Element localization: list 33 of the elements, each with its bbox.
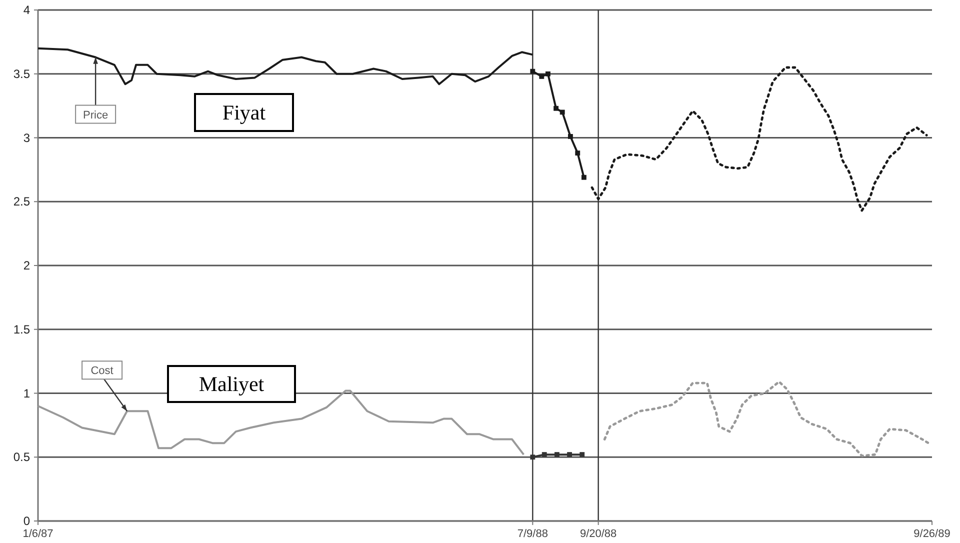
- y-tick-label: 4: [23, 3, 30, 17]
- text: Price: [83, 109, 108, 122]
- x-tick-label: 7/9/88: [517, 528, 548, 540]
- point: [546, 71, 550, 76]
- point: [539, 74, 544, 79]
- point: [560, 110, 565, 115]
- x-tick-label: 9/20/88: [580, 528, 617, 540]
- line-series: [590, 66, 928, 212]
- annotation: Fiyat: [222, 100, 266, 124]
- y-tick-label: 1.5: [13, 322, 30, 336]
- point: [530, 454, 536, 460]
- point: [554, 106, 558, 111]
- point: [575, 150, 580, 156]
- point: [530, 68, 536, 74]
- line-series: [603, 380, 930, 458]
- x-tick-label: 9/26/89: [914, 528, 950, 540]
- point: [554, 452, 560, 458]
- y-tick-label: 3: [23, 130, 30, 145]
- y-tick-label: 2: [23, 258, 30, 272]
- y-tick-label: 2.5: [13, 194, 30, 209]
- annotation: Maliyet: [198, 372, 264, 396]
- point: [568, 134, 573, 139]
- y-tick-label: 0: [23, 514, 30, 528]
- y-tick-label: 1: [23, 386, 30, 400]
- point: [567, 452, 572, 458]
- point: [581, 174, 586, 180]
- point: [580, 452, 585, 458]
- text: Cost: [90, 365, 114, 378]
- point: [542, 452, 547, 458]
- line-series: [37, 47, 534, 86]
- y-tick-label: 0.5: [13, 450, 30, 464]
- y-tick-label: 3.5: [13, 66, 30, 81]
- x-tick-label: 1/6/87: [22, 528, 54, 540]
